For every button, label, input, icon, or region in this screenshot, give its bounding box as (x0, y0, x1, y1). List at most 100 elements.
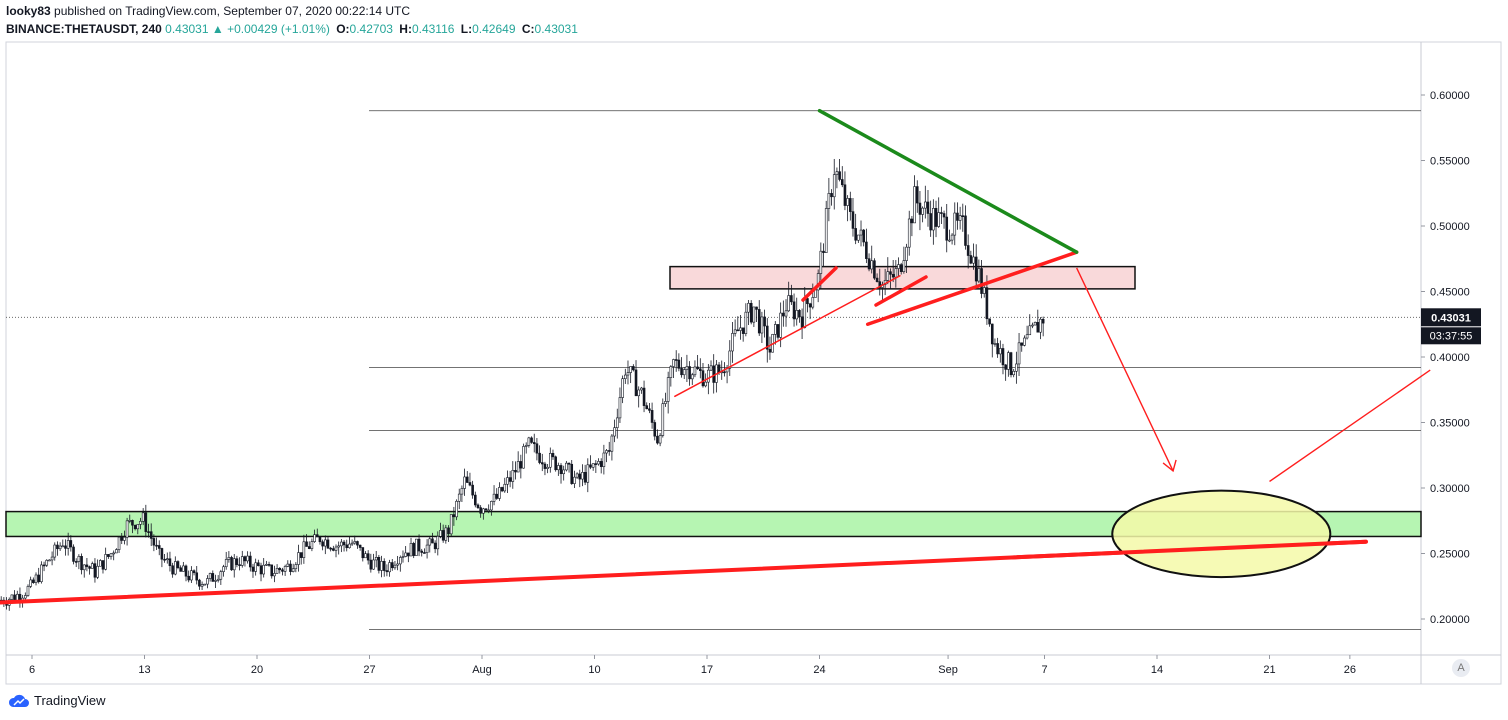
candle-body (412, 543, 415, 556)
target-ellipse[interactable] (1111, 489, 1332, 579)
candle-body (787, 295, 790, 312)
candle-body (966, 245, 970, 256)
candle-body (999, 348, 1002, 355)
candle-body (516, 461, 520, 473)
candle-body (313, 534, 316, 542)
candle-body (1028, 325, 1032, 336)
candle-body (862, 229, 865, 243)
y-tick-label: 0.20000 (1430, 614, 1470, 626)
candle-body (243, 556, 247, 562)
candle-body (492, 493, 496, 502)
candle-body (433, 542, 437, 550)
candle-body (120, 536, 124, 541)
resistance-zone[interactable] (669, 265, 1136, 290)
candle-body (393, 564, 397, 569)
candle-body (814, 289, 817, 298)
candle-body (546, 466, 549, 469)
trendline-short-a[interactable] (801, 266, 838, 302)
candle-body (942, 213, 946, 218)
candle-body (790, 295, 793, 303)
candle-body (514, 469, 517, 473)
projection-arrow[interactable] (1076, 267, 1174, 472)
candle-body (1033, 322, 1037, 326)
candle-body (645, 405, 649, 410)
tradingview-logo[interactable]: TradingView (8, 693, 106, 708)
candle-body (723, 371, 726, 374)
candle-body (24, 595, 27, 599)
candle-body (940, 212, 943, 214)
candle-body (699, 368, 702, 371)
candle-body (508, 477, 512, 482)
countdown-tag-label: 03:37:55 (1430, 330, 1473, 342)
candle-body (318, 536, 322, 543)
candle-body (865, 241, 868, 259)
candle-body (77, 556, 81, 562)
candle-body (321, 541, 324, 547)
projection-arrow[interactable] (1269, 369, 1431, 483)
auto-scale-button[interactable]: A (1452, 659, 1470, 677)
open-value: 0.42703 (349, 22, 393, 36)
trendline-short-b[interactable] (874, 275, 928, 307)
candle-body (857, 234, 860, 241)
candle-body (530, 437, 533, 443)
candle-body (830, 193, 833, 198)
candle-body (985, 287, 989, 320)
candle-body (104, 554, 107, 570)
candle-body (283, 566, 287, 572)
candle-body (240, 556, 244, 566)
candle-body (757, 309, 761, 334)
candle-body (273, 573, 276, 577)
candle-body (602, 452, 606, 467)
candle-body (69, 540, 73, 548)
candle-body (302, 541, 306, 558)
trendline-wedge-upper[interactable] (817, 108, 1079, 254)
candle-body (551, 453, 555, 458)
trendline-mid-support[interactable] (674, 275, 901, 398)
candle-body (345, 544, 349, 549)
candle-body (465, 476, 469, 483)
candle-body (717, 364, 721, 373)
candle-body (688, 366, 691, 380)
x-tick-label: 6 (29, 664, 35, 676)
candle-body (329, 547, 332, 550)
candle-body (875, 277, 879, 282)
candle-body (565, 462, 568, 471)
trendline-wedge-lower[interactable] (865, 250, 1079, 326)
candle-body (774, 324, 777, 335)
candle-body (48, 559, 51, 562)
candle-body (1039, 318, 1042, 333)
candle-body (819, 250, 823, 274)
x-tick-label: 14 (1151, 664, 1163, 676)
brand-name: TradingView (34, 693, 106, 708)
candle-body (230, 557, 233, 571)
x-tick-label: 21 (1263, 664, 1275, 676)
candle-body (471, 484, 474, 496)
candle-body (843, 184, 847, 206)
candle-body (495, 493, 499, 499)
candle-body (500, 487, 504, 492)
symbol-info: BINANCE:THETAUSDT, 240 0.43031 ▲ +0.0042… (6, 22, 578, 36)
candle-body (109, 553, 113, 557)
candle-body (361, 547, 365, 559)
candle-body (214, 580, 217, 582)
candle-body (144, 512, 148, 532)
candle-body (607, 450, 611, 452)
candle-body (415, 538, 418, 556)
candle-body (246, 555, 249, 562)
candle-body (586, 464, 590, 483)
x-tick-label: 7 (1041, 664, 1047, 676)
candle-series (0, 158, 1045, 611)
candle-body (634, 369, 638, 397)
candle-body (324, 539, 327, 547)
candle-body (658, 435, 662, 444)
candle-body (554, 456, 557, 471)
candle-body (93, 563, 97, 578)
candle-body (798, 310, 801, 318)
publish-info: looky83 published on TradingView.com, Se… (6, 4, 410, 18)
candle-body (168, 558, 172, 567)
candle-body (690, 374, 694, 380)
candle-body (235, 558, 239, 565)
candle-body (249, 555, 252, 568)
candle-body (356, 541, 359, 546)
